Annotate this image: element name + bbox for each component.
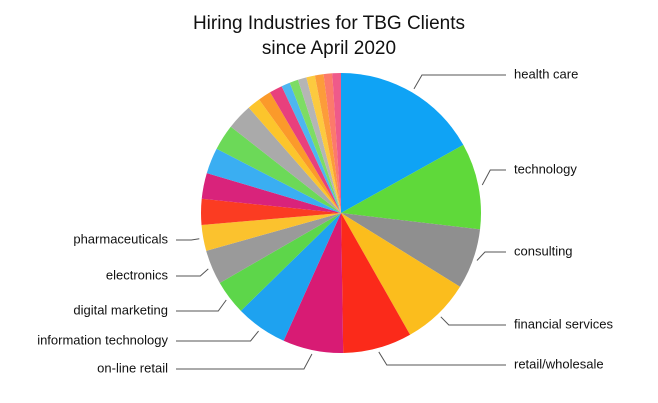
pie-slice bbox=[201, 173, 341, 213]
pie-slice bbox=[341, 73, 464, 213]
pie-slice bbox=[297, 77, 341, 214]
pie-slice bbox=[306, 75, 341, 213]
slice-label: retail/wholesale bbox=[514, 356, 604, 371]
pie-slice bbox=[289, 79, 341, 213]
pie-slice bbox=[216, 126, 341, 213]
pie-slice bbox=[270, 86, 341, 213]
pie-slice bbox=[201, 213, 341, 251]
pie-slice bbox=[341, 213, 460, 335]
slice-label: financial services bbox=[514, 316, 613, 331]
pie-slice bbox=[341, 213, 481, 287]
pie-slice bbox=[341, 213, 411, 353]
slice-label: digital marketing bbox=[73, 302, 168, 317]
slice-label: electronics bbox=[106, 267, 169, 282]
leader-line bbox=[176, 353, 313, 370]
pie-slice bbox=[323, 73, 341, 213]
pie-slice bbox=[230, 107, 341, 213]
pie-slice bbox=[248, 99, 341, 213]
leader-line bbox=[413, 74, 506, 90]
pie-slice bbox=[314, 74, 341, 213]
slice-label: information technology bbox=[37, 332, 168, 347]
leader-line bbox=[176, 268, 209, 277]
slice-label: on-line retail bbox=[97, 360, 168, 375]
leader-line bbox=[176, 330, 259, 342]
leader-line bbox=[476, 251, 506, 261]
chart-title: since April 2020 bbox=[262, 38, 396, 59]
slice-label: technology bbox=[514, 161, 577, 176]
pie-slice bbox=[281, 82, 341, 213]
pie-slice bbox=[341, 144, 481, 230]
chart-title: Hiring Industries for TBG Clients bbox=[193, 13, 465, 34]
slice-label: consulting bbox=[514, 243, 573, 258]
pie-slice bbox=[240, 213, 341, 341]
leader-line bbox=[176, 299, 227, 312]
leader-line bbox=[176, 238, 200, 241]
slice-label: pharmaceuticals bbox=[73, 231, 168, 246]
pie-slice bbox=[206, 213, 341, 283]
leader-line bbox=[440, 316, 506, 326]
leader-line bbox=[378, 351, 506, 366]
pie-slice bbox=[332, 73, 341, 213]
pie-slice bbox=[201, 198, 341, 226]
pie-slice bbox=[219, 213, 341, 311]
leader-line bbox=[481, 169, 506, 186]
pie-slice bbox=[206, 148, 341, 213]
pie-slice bbox=[283, 213, 344, 354]
slice-label: health care bbox=[514, 66, 578, 81]
pie-slice bbox=[259, 92, 341, 213]
